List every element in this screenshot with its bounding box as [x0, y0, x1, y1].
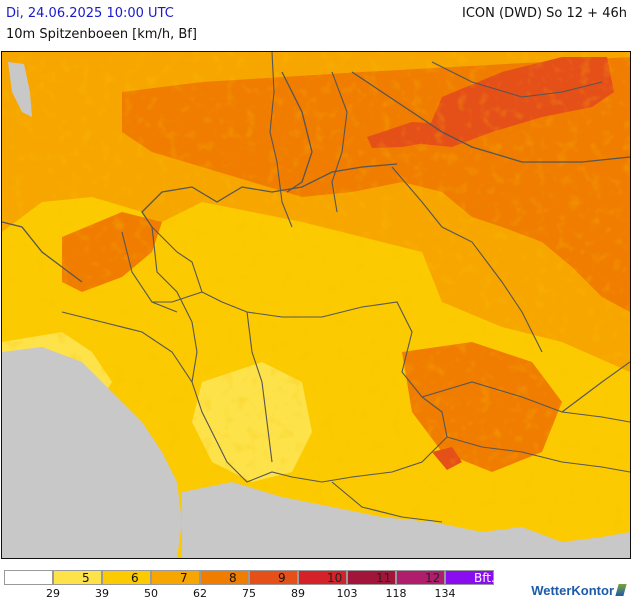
legend-tick: 75 [242, 587, 256, 600]
outside-domain-west [2, 347, 182, 558]
brand-logo: WetterKontor [531, 583, 627, 598]
gust-map [1, 51, 631, 559]
valid-time-label: Di, 24.06.2025 10:00 UTC [6, 6, 174, 21]
coastlines [2, 71, 630, 283]
legend-class-6: 6 [102, 570, 151, 585]
legend-class-11: 11 [347, 570, 396, 585]
brand-name: WetterKontor [531, 583, 614, 598]
model-run-label: ICON (DWD) So 12 + 46h [462, 6, 627, 21]
brand-mark-icon [615, 584, 627, 596]
legend-tick: 39 [95, 587, 109, 600]
legend-class-10: 10 [298, 570, 347, 585]
legend-class-8: 8 [200, 570, 249, 585]
legend-tick: 62 [193, 587, 207, 600]
legend-class-Bft.: Bft. [445, 570, 495, 585]
legend-tick: 29 [46, 587, 60, 600]
legend-tick: 89 [291, 587, 305, 600]
legend-class-7: 7 [151, 570, 200, 585]
legend-class-12: 12 [396, 570, 445, 585]
legend-tick: 103 [336, 587, 358, 600]
gust-map-svg [2, 52, 630, 558]
legend-tick: 50 [144, 587, 158, 600]
legend-class-calm [4, 570, 53, 585]
legend-tick: 118 [385, 587, 407, 600]
legend-tick: 134 [434, 587, 456, 600]
parameter-label: 10m Spitzenboeen [km/h, Bf] [6, 27, 197, 42]
legend-class-5: 5 [53, 570, 102, 585]
outside-domain-alps [182, 482, 630, 558]
legend-class-9: 9 [249, 570, 298, 585]
outside-domain-northwest [8, 62, 32, 117]
country-borders [61, 52, 630, 523]
